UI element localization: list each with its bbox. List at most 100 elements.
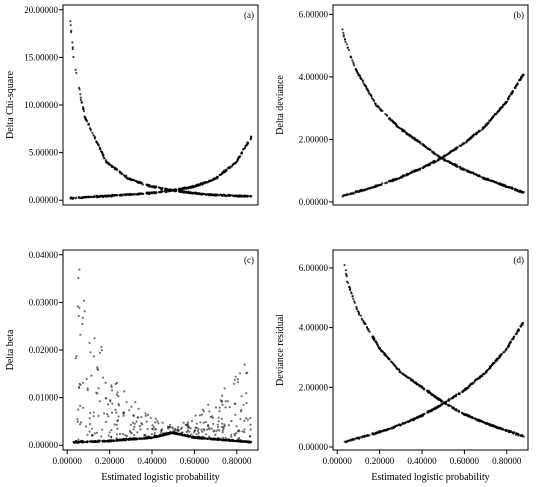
data-point xyxy=(82,406,85,409)
data-point xyxy=(156,435,159,438)
data-point xyxy=(177,428,180,431)
data-point xyxy=(109,164,112,167)
data-point xyxy=(79,93,82,96)
data-point xyxy=(365,88,368,91)
data-point xyxy=(246,418,249,421)
data-point xyxy=(124,438,127,442)
data-point xyxy=(241,430,244,433)
data-point xyxy=(110,435,113,438)
data-point xyxy=(110,386,113,389)
y-axis-label: Delta deviance xyxy=(275,75,286,135)
data-point xyxy=(474,379,477,382)
data-point xyxy=(365,188,368,191)
data-point xyxy=(189,427,192,430)
data-point xyxy=(475,173,478,176)
data-point xyxy=(384,429,388,432)
data-point xyxy=(221,431,224,434)
data-point xyxy=(406,174,409,177)
data-point xyxy=(232,382,236,385)
data-point xyxy=(374,185,377,188)
data-point xyxy=(216,428,219,431)
data-point xyxy=(77,408,80,411)
data-point xyxy=(216,437,219,440)
data-point xyxy=(401,372,404,375)
data-point xyxy=(516,82,519,85)
data-point xyxy=(71,46,74,49)
data-point xyxy=(210,438,213,441)
data-point xyxy=(76,418,79,421)
data-point xyxy=(222,194,225,197)
data-points xyxy=(343,264,525,444)
x-tick-label: 0.60000 xyxy=(450,456,480,466)
data-point xyxy=(186,421,189,424)
data-point xyxy=(148,185,151,188)
data-point xyxy=(146,183,149,186)
y-tick-label: 10.00000 xyxy=(24,100,58,110)
data-point xyxy=(197,427,200,430)
data-point xyxy=(88,430,91,433)
data-point xyxy=(360,77,363,80)
data-point xyxy=(249,417,252,420)
data-point xyxy=(92,411,95,414)
data-point xyxy=(450,149,453,152)
data-point xyxy=(499,353,502,356)
data-point xyxy=(171,426,174,429)
data-point xyxy=(349,56,352,59)
data-point xyxy=(221,429,225,432)
data-point xyxy=(140,415,143,418)
data-point xyxy=(244,440,247,444)
data-point xyxy=(522,73,525,76)
data-point xyxy=(390,179,393,183)
data-point xyxy=(143,434,146,437)
data-point xyxy=(150,436,153,439)
x-tick-label: 0.40000 xyxy=(407,456,437,466)
data-point xyxy=(146,191,149,194)
data-point xyxy=(374,431,377,435)
data-point xyxy=(197,435,200,438)
data-point xyxy=(95,195,98,198)
data-point xyxy=(373,99,376,102)
data-point xyxy=(204,420,207,424)
data-point xyxy=(96,368,99,371)
data-point xyxy=(436,405,439,408)
data-point xyxy=(190,419,194,423)
data-point xyxy=(193,429,197,432)
data-point xyxy=(240,395,243,398)
data-point xyxy=(240,194,243,197)
data-point xyxy=(460,167,463,170)
data-point xyxy=(516,189,519,193)
data-point xyxy=(220,417,223,420)
data-point xyxy=(218,194,221,197)
data-point xyxy=(507,430,510,433)
data-point xyxy=(125,176,128,179)
data-point xyxy=(384,113,387,116)
data-point xyxy=(405,421,408,424)
data-point xyxy=(224,406,227,409)
data-point xyxy=(242,147,245,150)
data-point xyxy=(488,120,491,123)
data-point xyxy=(161,421,164,424)
data-point xyxy=(110,411,114,414)
y-axis-label: Delta beta xyxy=(5,329,16,370)
data-point xyxy=(118,438,121,441)
data-point xyxy=(478,174,481,177)
data-point xyxy=(190,436,193,439)
data-point xyxy=(458,144,461,147)
data-point xyxy=(343,264,346,267)
data-point xyxy=(471,416,474,419)
data-point xyxy=(234,375,237,378)
data-point xyxy=(82,107,85,110)
data-point xyxy=(447,160,450,163)
data-point xyxy=(95,431,99,434)
data-point xyxy=(107,415,110,418)
data-point xyxy=(144,414,147,417)
data-point xyxy=(505,185,508,188)
data-point xyxy=(78,382,81,385)
data-point xyxy=(92,415,95,418)
data-point xyxy=(477,377,480,380)
data-point xyxy=(206,428,209,431)
data-point xyxy=(125,437,128,440)
data-point xyxy=(206,437,209,441)
panel-label: (a) xyxy=(244,10,254,20)
data-point xyxy=(216,423,219,426)
